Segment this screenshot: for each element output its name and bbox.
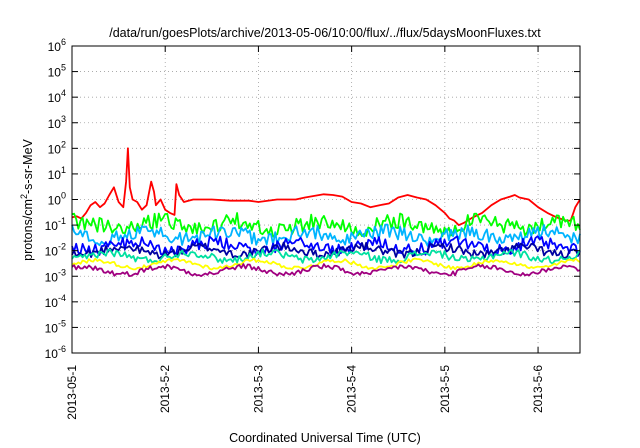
series-line [71, 241, 581, 260]
y-tick-label: 106 [48, 37, 66, 54]
series-line [71, 147, 581, 226]
y-axis: 10-6 10-5 10-4 10-3 10-2 10-1 100 101 102 103 104 1… [45, 37, 580, 361]
grid-lines [72, 46, 580, 353]
x-tick-label: 2013-5-6 [531, 365, 545, 413]
y-tick-label: 105 [48, 63, 66, 80]
y-tick-label: 102 [48, 139, 66, 156]
x-tick-label: 2013-05-1 [65, 365, 79, 420]
series-line [71, 263, 581, 277]
y-axis-label: protons/cm2-s-sr-MeV [19, 138, 35, 260]
y-tick-label: 10-5 [45, 318, 66, 335]
series-line [71, 212, 581, 238]
y-tick-label: 10-4 [45, 293, 66, 310]
y-tick-label: 10-3 [45, 267, 66, 284]
y-tick-label: 10-6 [45, 344, 66, 361]
x-tick-label: 2013-5-5 [438, 365, 452, 413]
x-tick-label: 2013-5-4 [345, 365, 359, 413]
x-axis-label: Coordinated Universal Time (UTC) [229, 431, 421, 445]
x-tick-label: 2013-5-3 [251, 365, 265, 413]
x-axis: 2013-05-1 2013-5-2 2013-5-3 2013-5-4 2013-5-… [65, 46, 545, 420]
y-tick-label: 101 [48, 165, 66, 182]
y-tick-label: 100 [48, 191, 66, 208]
series-lines [71, 147, 581, 277]
y-tick-label: 103 [48, 114, 66, 131]
series-line [71, 257, 581, 271]
series-line [71, 223, 581, 247]
chart-title: /data/run/goesPlots/archive/2013-05-06/1… [109, 26, 541, 40]
y-tick-label: 10-1 [45, 216, 66, 233]
y-tick-label: 104 [48, 88, 66, 105]
y-tick-label: 10-2 [45, 242, 66, 259]
x-tick-label: 2013-5-2 [158, 365, 172, 413]
